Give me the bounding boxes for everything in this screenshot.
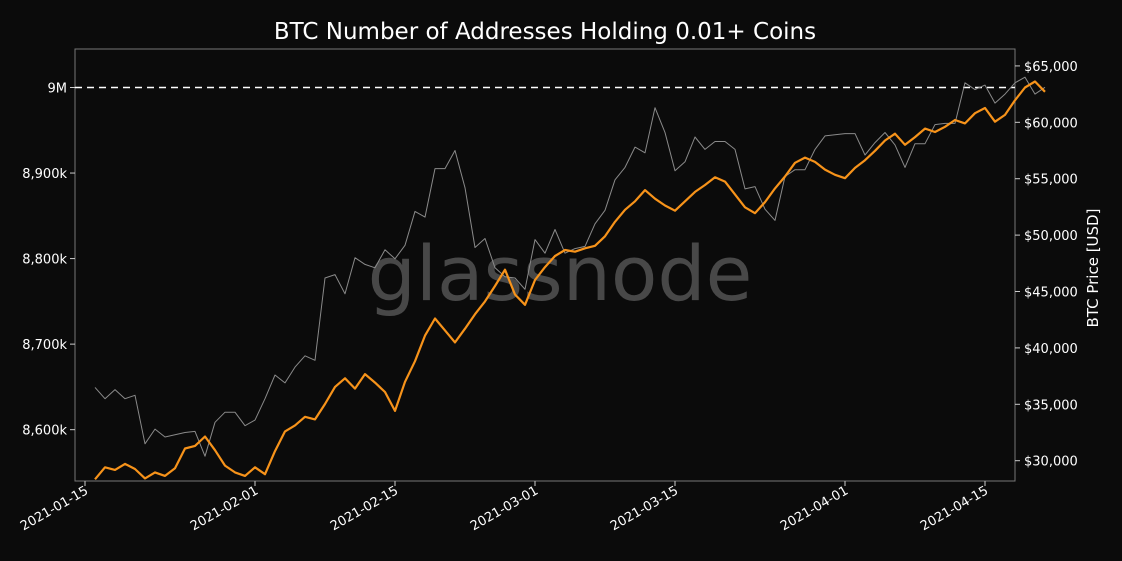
x-tick-label: 2021-02-01 [188,483,261,534]
right-axis-title: BTC Price [USD] [1084,209,1102,328]
x-tick-label: 2021-04-01 [778,483,851,534]
right-tick-label: $35,000 [1024,398,1078,413]
right-tick-label: $50,000 [1024,229,1078,244]
series-layer [94,76,1046,481]
x-tick-label: 2021-01-15 [18,483,91,534]
right-tick-label: $55,000 [1024,173,1078,188]
x-tick-label: 2021-02-15 [328,483,401,534]
plot-frame [74,48,1016,482]
watermark: glassnode [368,229,753,318]
left-tick-label: 8,900k [22,167,67,182]
right-tick-label: $60,000 [1024,116,1078,131]
series-line-addresses [94,80,1046,481]
x-axis: 2021-01-15 2021-02-01 2021-02-15 2021-03-01… [18,481,991,534]
right-tick-label: $45,000 [1024,286,1078,301]
x-tick-label: 2021-04-15 [918,483,991,534]
right-axis: $30,000 $35,000 $40,000 $45,000 $50,000 $55,0… [1015,60,1078,470]
chart-title: BTC Number of Addresses Holding 0.01+ Co… [274,19,816,45]
x-tick-label: 2021-03-01 [468,483,541,534]
right-tick-label: $65,000 [1024,60,1078,75]
right-tick-label: $30,000 [1024,455,1078,470]
left-tick-label: 8,800k [22,253,67,268]
left-tick-label: 8,700k [22,338,67,353]
left-tick-label: 8,600k [22,424,67,439]
right-tick-label: $40,000 [1024,342,1078,357]
left-axis: 8,600k 8,700k 8,800k 8,900k 9M [22,81,75,439]
x-tick-label: 2021-03-15 [608,483,681,534]
left-tick-label: 9M [48,81,68,96]
